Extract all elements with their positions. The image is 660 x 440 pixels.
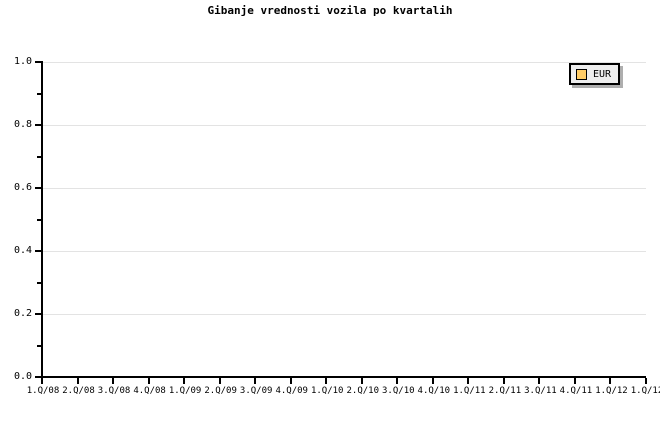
y-tick-major	[35, 187, 41, 189]
gridline-horizontal	[42, 125, 646, 126]
x-axis-label: 1.Q/11	[453, 386, 486, 396]
y-axis-label: 0.6	[13, 182, 32, 193]
y-axis-label: 0.0	[13, 371, 32, 382]
gridline-horizontal	[42, 251, 646, 252]
x-axis-label: 2.Q/08	[62, 386, 95, 396]
y-tick-minor	[37, 155, 41, 158]
x-axis-label: 2.Q/11	[488, 386, 522, 396]
x-axis-label: 1.Q/08	[26, 386, 60, 396]
x-axis-line	[41, 376, 646, 378]
x-axis-label: 4.Q/08	[133, 386, 166, 396]
x-tick	[325, 378, 328, 384]
gridline-horizontal	[42, 62, 646, 63]
y-tick-major	[35, 124, 41, 126]
y-axis-label: 0.2	[13, 308, 32, 319]
x-tick	[538, 378, 541, 384]
chart-title: Gibanje vrednosti vozila po kvartalih	[207, 4, 453, 17]
x-tick	[147, 378, 150, 384]
x-axis-label: 3.Q/10	[382, 386, 415, 396]
x-tick	[396, 378, 399, 384]
y-axis-label: 1.0	[13, 56, 32, 67]
legend[interactable]: EUR	[569, 63, 621, 85]
x-axis-label: 3.Q/09	[239, 386, 273, 396]
x-axis-label: 3.Q/08	[97, 386, 131, 396]
x-tick	[218, 378, 221, 384]
y-tick-minor	[37, 344, 41, 347]
x-tick	[41, 378, 43, 384]
y-tick-minor	[37, 218, 41, 221]
gridline-horizontal	[42, 314, 646, 315]
x-tick	[183, 378, 186, 384]
x-tick	[112, 378, 115, 384]
x-axis-label: 1.Q/10	[310, 386, 344, 396]
x-tick	[289, 378, 292, 384]
x-axis-label: 3.Q/11	[524, 386, 557, 396]
y-tick-major	[35, 250, 41, 252]
x-tick	[645, 378, 647, 384]
y-tick-minor	[37, 92, 41, 95]
legend-swatch-eur	[576, 68, 587, 80]
legend-label-eur: EUR	[593, 68, 612, 80]
x-tick	[502, 378, 505, 384]
x-axis-label: 1.Q/12	[595, 386, 628, 396]
y-axis-line	[41, 61, 43, 378]
x-tick	[254, 378, 257, 384]
y-axis-label: 0.8	[13, 119, 32, 130]
y-tick-major	[35, 313, 41, 315]
x-axis-label: 4.Q/09	[275, 386, 308, 396]
y-tick-minor	[37, 281, 41, 284]
x-tick	[467, 378, 470, 384]
x-axis-label: 1.Q/09	[168, 386, 202, 396]
x-tick	[573, 378, 576, 384]
y-axis-label: 0.4	[13, 245, 32, 256]
x-axis-label: 4.Q/10	[417, 386, 451, 396]
x-tick	[76, 378, 79, 384]
y-tick-major	[35, 376, 41, 378]
x-axis-label: 4.Q/11	[559, 386, 593, 396]
x-tick	[609, 378, 612, 384]
x-tick	[431, 378, 434, 384]
gridline-horizontal	[42, 188, 646, 189]
plot-area	[42, 62, 646, 377]
x-axis-label: 2.Q/09	[204, 386, 237, 396]
y-tick-major	[35, 61, 41, 63]
x-axis-label: 2.Q/10	[346, 386, 379, 396]
x-tick	[360, 378, 363, 384]
x-axis-label: 1.Q/12	[630, 386, 660, 396]
